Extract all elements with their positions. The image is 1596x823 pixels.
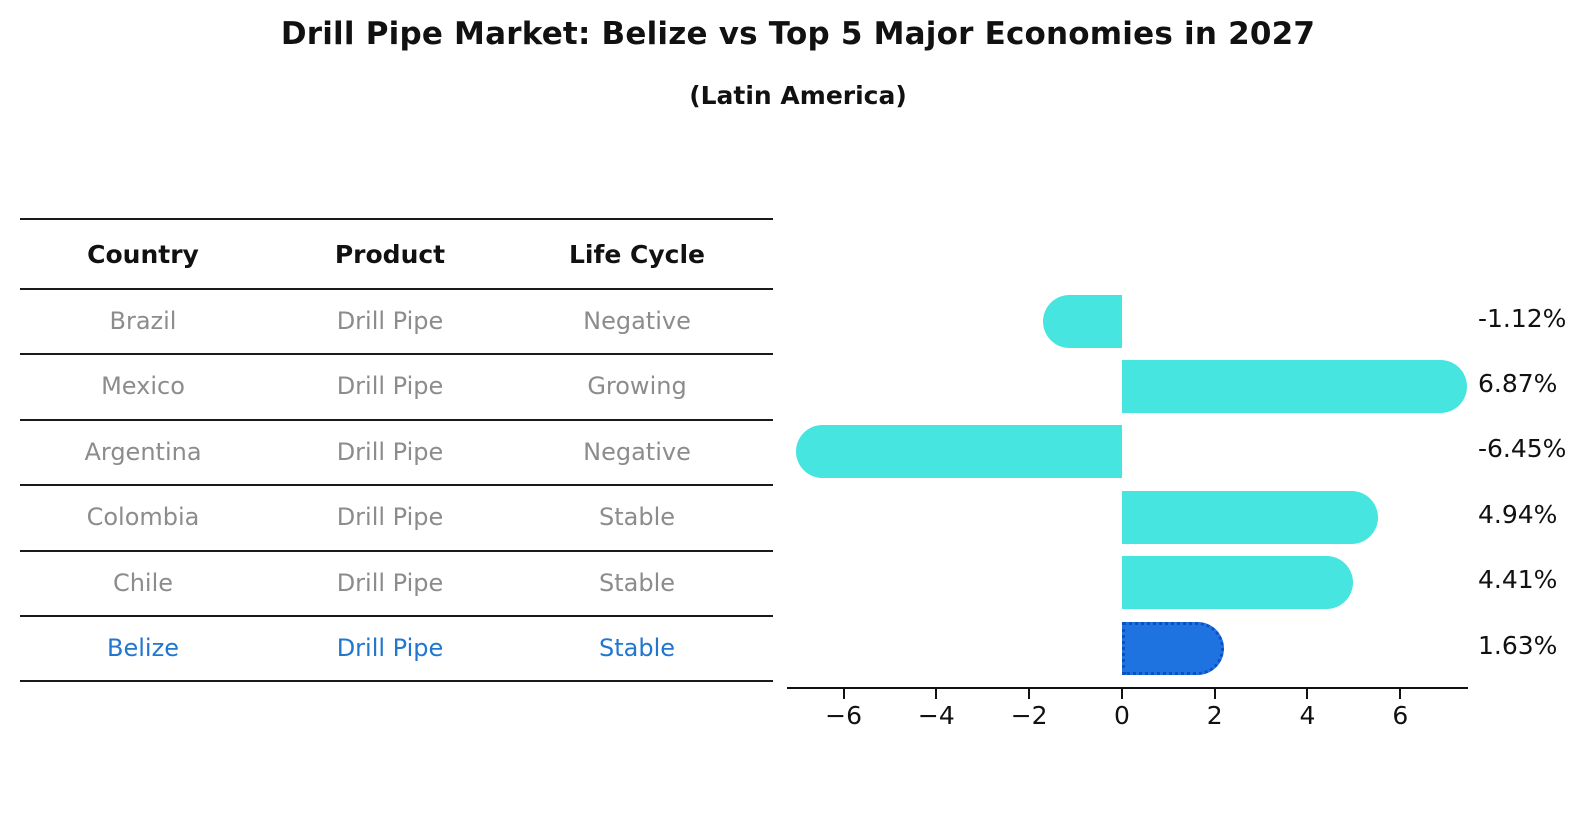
table-rule [20, 484, 773, 486]
value-label-brazil: -1.12% [1478, 304, 1567, 333]
table-rule [20, 288, 773, 290]
value-label-argentina: -6.45% [1478, 434, 1567, 463]
country-cell: Belize [107, 633, 179, 662]
table-row-colombia: Colombia Drill Pipe Stable [20, 484, 760, 550]
x-tick [842, 689, 845, 699]
x-tick-label: 2 [1206, 701, 1223, 730]
table-rule [20, 353, 773, 355]
chart-title: Drill Pipe Market: Belize vs Top 5 Major… [280, 16, 1316, 52]
bar-chile [1121, 555, 1353, 609]
product-cell: Drill Pipe [336, 437, 444, 466]
x-tick-label: 6 [1392, 701, 1409, 730]
value-label-mexico: 6.87% [1478, 369, 1558, 398]
product-cell: Drill Pipe [336, 503, 444, 531]
value-label-belize: 1.63% [1478, 631, 1558, 660]
product-cell: Drill Pipe [336, 306, 444, 335]
life-cycle-cell: Stable [598, 568, 676, 597]
product-cell: Drill Pipe [336, 568, 444, 597]
table-row-mexico: Mexico Drill Pipe Growing [20, 353, 760, 419]
life-cycle-cell: Stable [598, 633, 676, 662]
life-cycle-cell: Stable [598, 503, 676, 531]
x-tick [1213, 689, 1216, 699]
table-row-brazil: Brazil Drill Pipe Negative [20, 288, 760, 353]
country-cell: Mexico [101, 372, 185, 400]
bar-colombia [1121, 490, 1378, 544]
x-tick-label: −4 [917, 701, 955, 730]
table-row-argentina: Argentina Drill Pipe Negative [20, 419, 760, 484]
product-cell: Drill Pipe [336, 372, 444, 400]
table-header-row: Country Product Life Cycle [20, 220, 760, 288]
country-cell: Brazil [109, 306, 177, 335]
x-tick-label: 0 [1113, 701, 1130, 730]
x-tick-label: −6 [825, 701, 863, 730]
column-header-life-cycle: Life Cycle [568, 239, 706, 269]
chart-subtitle: (Latin America) [689, 81, 907, 110]
column-header-country: Country [87, 239, 199, 269]
x-axis-line [787, 687, 1468, 689]
x-tick [1028, 689, 1031, 699]
country-cell: Colombia [86, 503, 200, 531]
x-tick-label: 4 [1299, 701, 1316, 730]
table-row-chile: Chile Drill Pipe Stable [20, 550, 760, 615]
product-cell: Drill Pipe [336, 633, 444, 662]
value-label-chile: 4.41% [1478, 565, 1558, 594]
table-rule [20, 615, 773, 617]
x-tick [1306, 689, 1309, 699]
bar-belize-highlighted [1121, 621, 1225, 675]
column-header-product: Product [334, 239, 446, 269]
x-tick [1120, 689, 1123, 699]
x-tick-label: −2 [1010, 701, 1048, 730]
x-tick [1399, 689, 1402, 699]
country-cell: Argentina [84, 437, 202, 466]
table-rule [20, 550, 773, 552]
bar-argentina [796, 424, 1122, 478]
table-rule [20, 218, 773, 220]
x-tick [935, 689, 938, 699]
table-rule [20, 680, 773, 682]
value-label-colombia: 4.94% [1478, 500, 1558, 529]
country-cell: Chile [112, 568, 174, 597]
table-rule [20, 419, 773, 421]
life-cycle-cell: Negative [583, 306, 691, 335]
life-cycle-cell: Growing [587, 372, 687, 400]
bar-brazil [1043, 294, 1122, 348]
bar-mexico [1121, 359, 1468, 413]
life-cycle-cell: Negative [583, 437, 691, 466]
table-row-belize-highlighted: Belize Drill Pipe Stable [20, 615, 760, 680]
